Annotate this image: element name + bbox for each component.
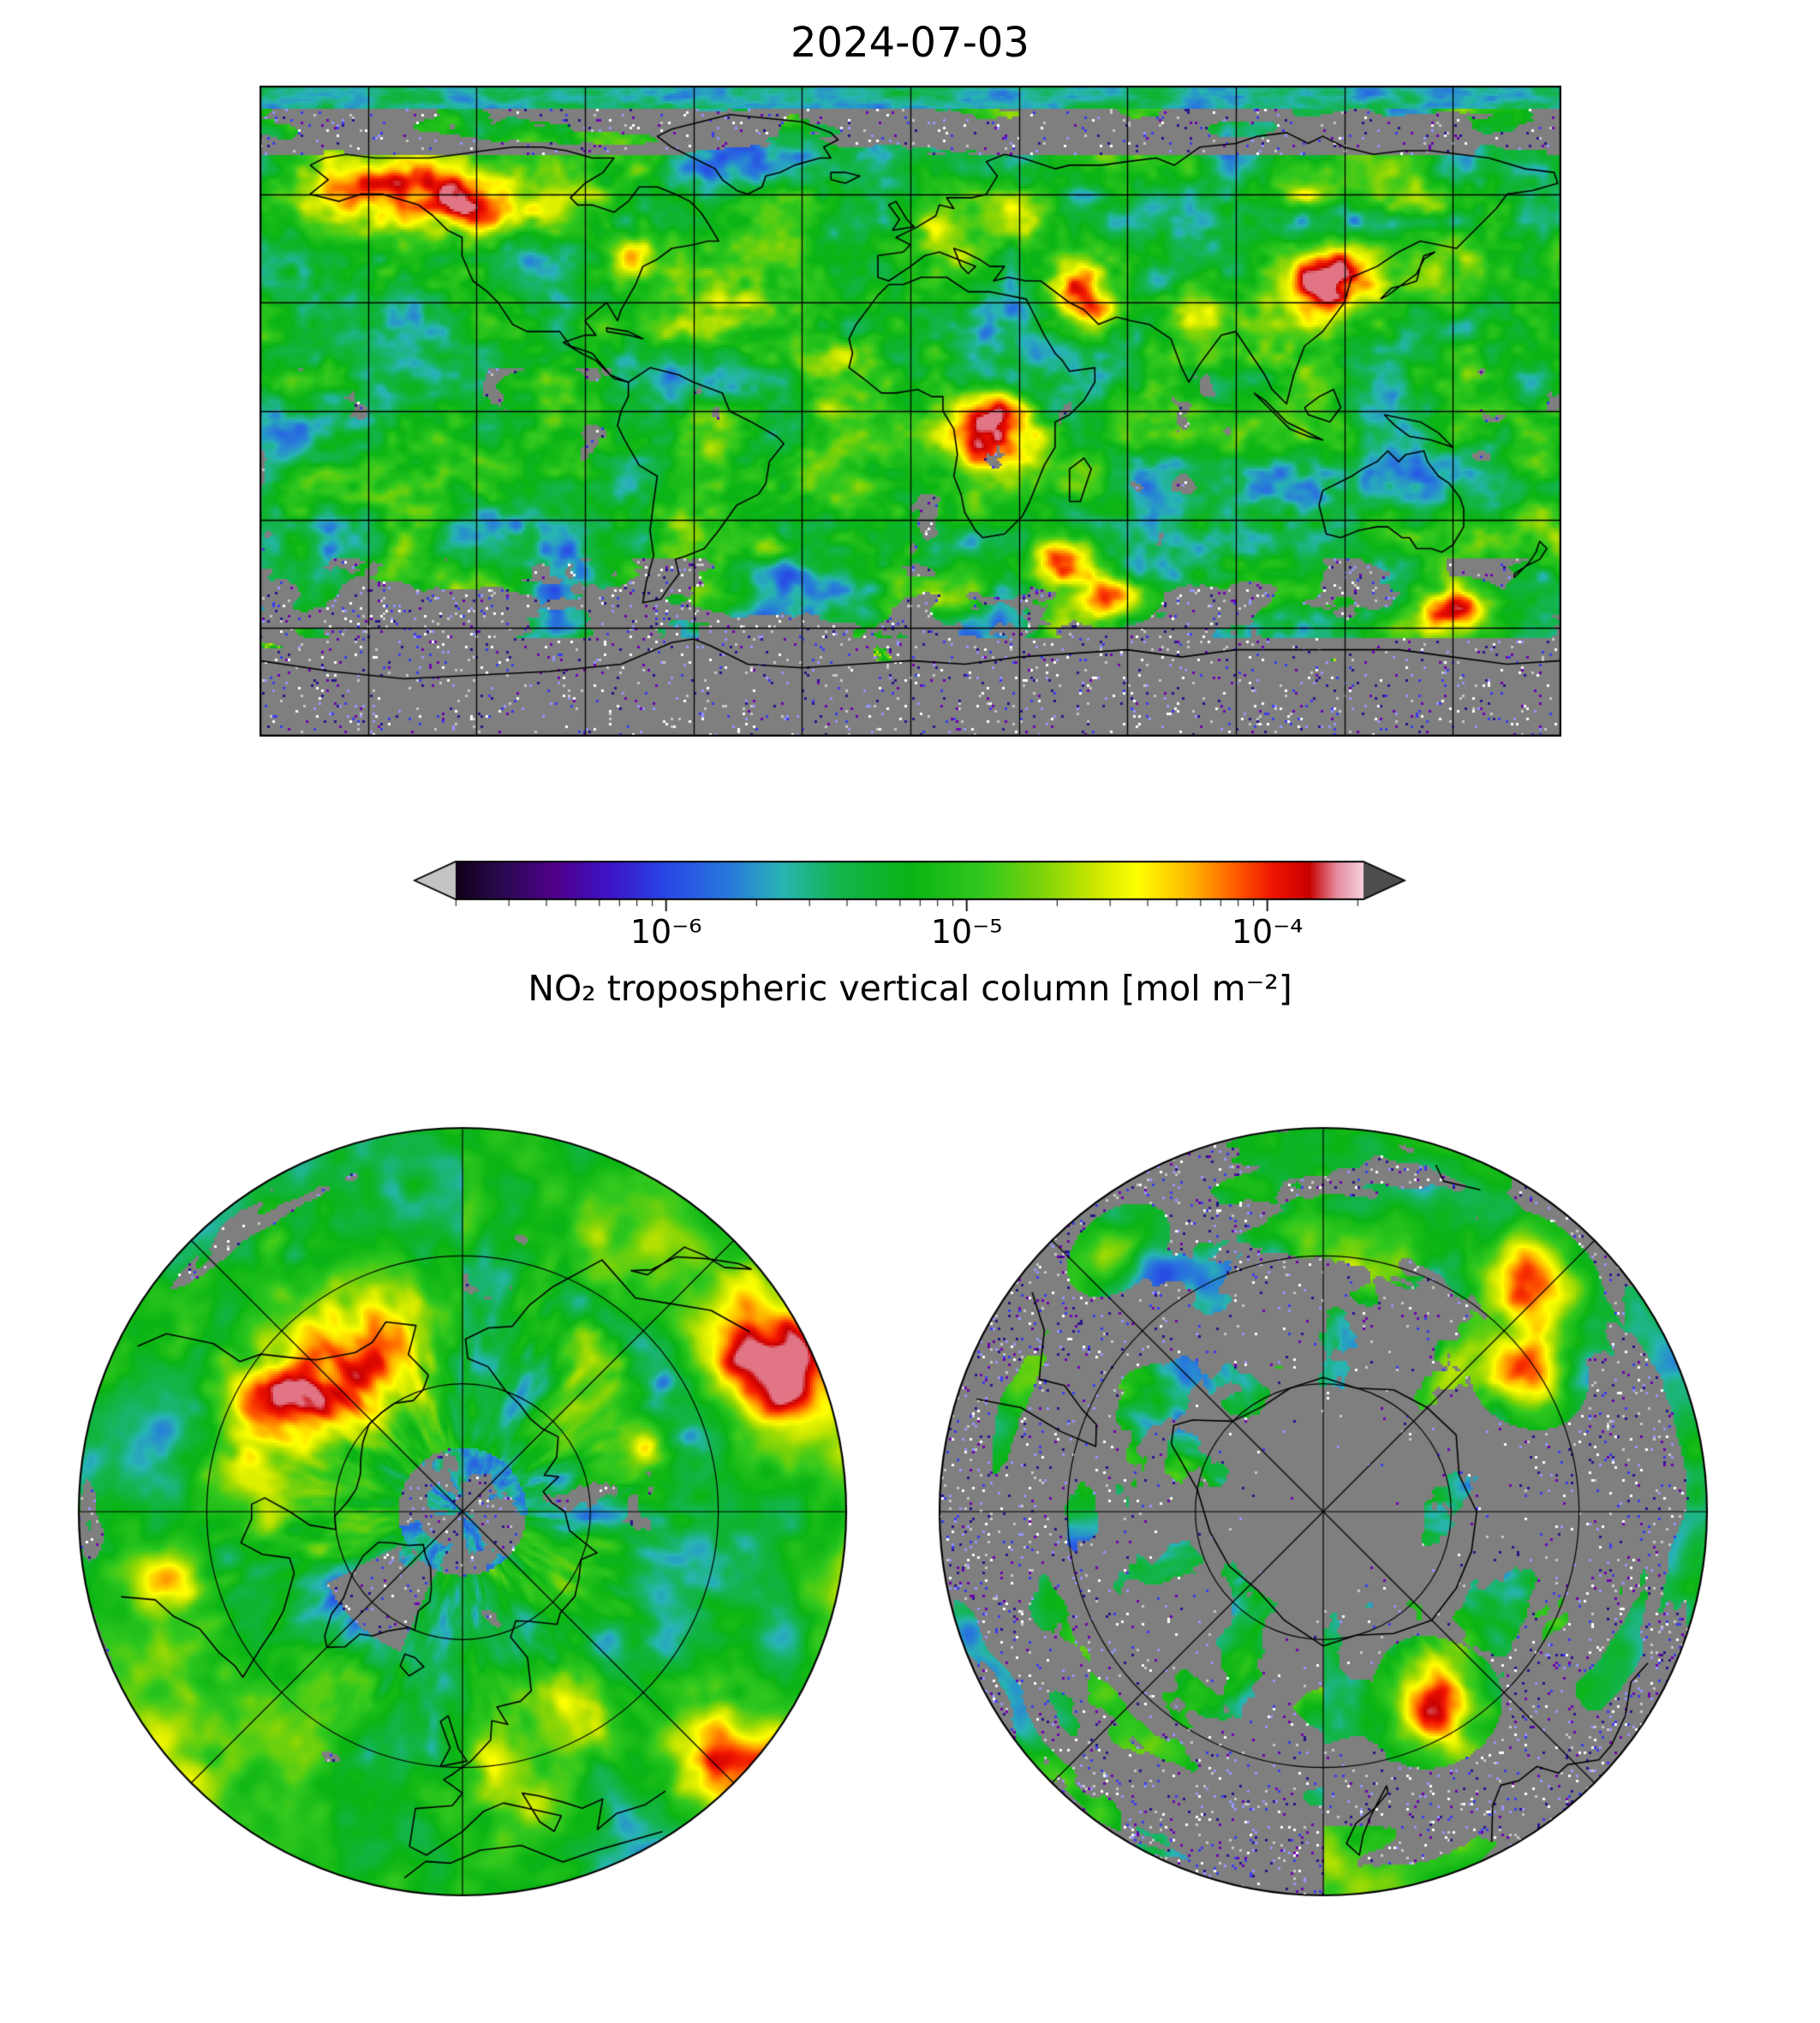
colorbar-tick-label-1e-6: 10⁻⁶ [630,913,702,951]
north-polar-map-panel [73,1122,852,1901]
figure-title: 2024-07-03 [791,19,1029,67]
colorbar-tick-label-1e-4: 10⁻⁴ [1231,913,1304,951]
colorbar-tick-label-1e-5: 10⁻⁵ [930,913,1003,951]
colorbar [396,856,1423,942]
south-polar-map-panel [934,1122,1713,1901]
colorbar-axis-label: NO₂ tropospheric vertical column [mol m⁻… [528,968,1292,1009]
global-map-panel [260,86,1561,737]
